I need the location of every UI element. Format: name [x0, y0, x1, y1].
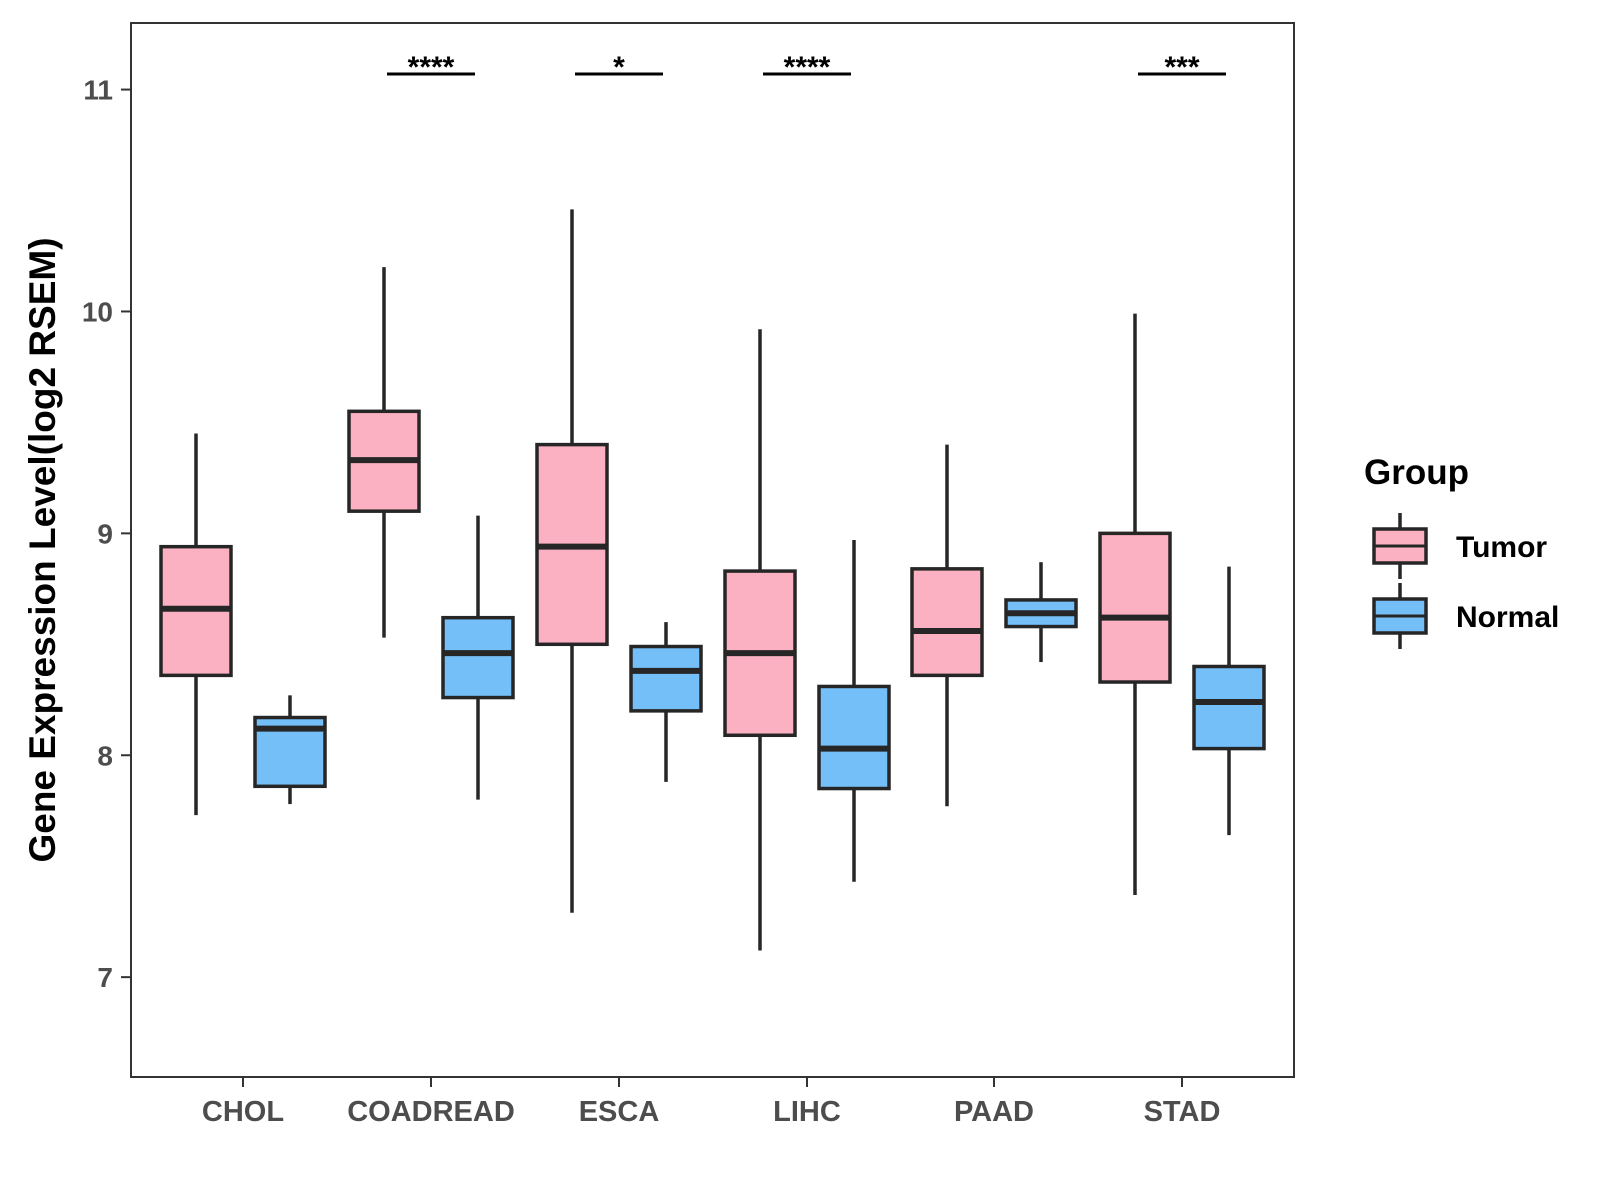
significance-label: ***	[1164, 51, 1199, 84]
box-normal-chol	[253, 695, 327, 805]
legend-title: Group	[1364, 453, 1469, 492]
plot-panel-border	[130, 22, 1295, 1078]
legend: Group Tumor Normal	[1364, 453, 1559, 649]
x-tick-label: PAAD	[954, 1096, 1034, 1128]
significance-label: ****	[408, 51, 455, 84]
x-tick-label: STAD	[1144, 1096, 1221, 1128]
y-tick-label: 8	[97, 740, 113, 771]
significance-stad: ***	[1138, 51, 1226, 84]
box-tumor-coadread	[347, 267, 421, 638]
iqr-box	[910, 567, 984, 678]
y-tick-label: 10	[82, 296, 113, 327]
significance-coadread: ****	[387, 51, 475, 84]
significance-layer: **** * **** ***	[387, 51, 1226, 84]
iqr-box	[1098, 531, 1172, 684]
box-tumor-chol	[159, 433, 233, 816]
box-tumor-esca	[535, 209, 609, 913]
box-tumor-stad	[1098, 313, 1172, 896]
box-normal-coadread	[441, 515, 515, 800]
x-tick-label: ESCA	[579, 1096, 660, 1128]
box-normal-lihc	[817, 540, 891, 882]
legend-label: Normal	[1456, 601, 1559, 634]
significance-label: ****	[784, 51, 831, 84]
iqr-box	[441, 615, 515, 700]
y-axis-title: Gene Expression Level(log2 RSEM)	[22, 237, 63, 862]
x-tick-label: LIHC	[773, 1096, 841, 1128]
significance-label: *	[613, 51, 625, 84]
box-normal-stad	[1192, 566, 1266, 836]
y-tick-label: 11	[83, 75, 113, 106]
legend-label: Tumor	[1456, 531, 1547, 564]
legend-entry-normal: Normal	[1372, 583, 1559, 649]
y-tick-label: 7	[97, 962, 113, 993]
y-tick-label: 9	[97, 518, 113, 549]
boxes-layer	[159, 209, 1266, 951]
x-tick-label: CHOL	[202, 1096, 284, 1128]
x-tick-label: COADREAD	[347, 1096, 515, 1128]
legend-entry-tumor: Tumor	[1372, 513, 1547, 579]
iqr-box	[629, 644, 703, 713]
y-axis: 7 8 9 10 11	[82, 75, 131, 993]
iqr-box	[817, 684, 891, 791]
x-axis: CHOL COADREAD ESCA LIHC PAAD STAD	[202, 1077, 1220, 1128]
box-tumor-paad	[910, 444, 984, 807]
significance-esca: *	[575, 51, 663, 84]
box-normal-paad	[1004, 562, 1078, 663]
box-tumor-lihc	[723, 329, 797, 951]
iqr-box	[1192, 664, 1266, 751]
significance-lihc: ****	[763, 51, 851, 84]
box-normal-esca	[629, 622, 703, 782]
